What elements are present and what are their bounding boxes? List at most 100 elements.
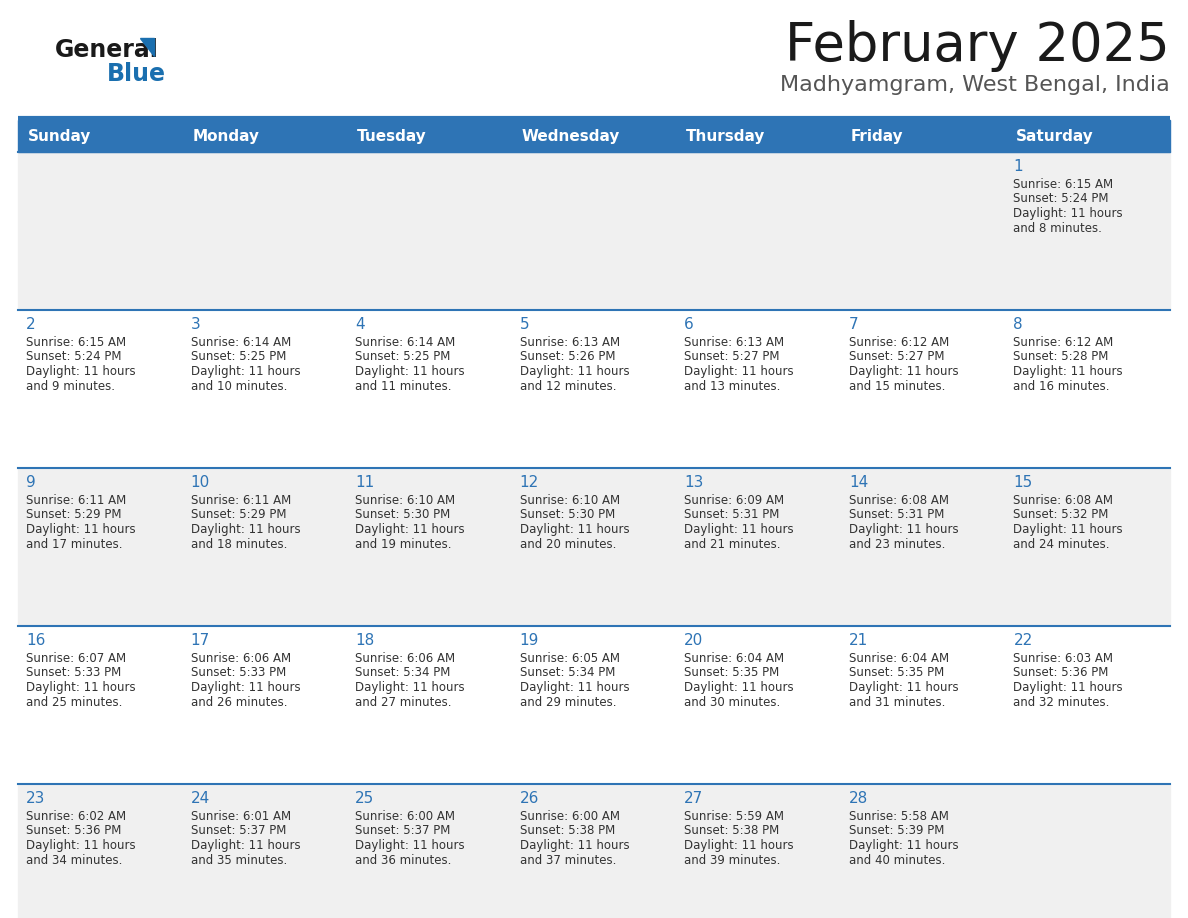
Text: Daylight: 11 hours: Daylight: 11 hours (519, 681, 630, 694)
Text: Daylight: 11 hours: Daylight: 11 hours (519, 365, 630, 378)
Text: and 17 minutes.: and 17 minutes. (26, 538, 122, 551)
Text: Sunset: 5:31 PM: Sunset: 5:31 PM (849, 509, 944, 521)
Bar (18, 310, 1170, 468)
Text: Sunset: 5:30 PM: Sunset: 5:30 PM (355, 509, 450, 521)
Text: Daylight: 11 hours: Daylight: 11 hours (26, 523, 135, 536)
Text: Daylight: 11 hours: Daylight: 11 hours (684, 839, 794, 852)
Text: Sunset: 5:32 PM: Sunset: 5:32 PM (1013, 509, 1108, 521)
Text: Daylight: 11 hours: Daylight: 11 hours (519, 523, 630, 536)
Text: Sunrise: 6:14 AM: Sunrise: 6:14 AM (190, 336, 291, 349)
Text: 1: 1 (1013, 159, 1023, 174)
Bar (18, 784, 1170, 918)
Text: Sunrise: 6:03 AM: Sunrise: 6:03 AM (1013, 652, 1113, 665)
Text: 12: 12 (519, 475, 539, 490)
Text: 3: 3 (190, 317, 201, 332)
Text: Daylight: 11 hours: Daylight: 11 hours (684, 365, 794, 378)
Text: Daylight: 11 hours: Daylight: 11 hours (26, 839, 135, 852)
Text: 6: 6 (684, 317, 694, 332)
Text: and 13 minutes.: and 13 minutes. (684, 379, 781, 393)
Text: Daylight: 11 hours: Daylight: 11 hours (355, 681, 465, 694)
Text: and 26 minutes.: and 26 minutes. (190, 696, 287, 709)
Text: and 23 minutes.: and 23 minutes. (849, 538, 946, 551)
Text: Daylight: 11 hours: Daylight: 11 hours (1013, 523, 1123, 536)
Text: Sunrise: 6:06 AM: Sunrise: 6:06 AM (355, 652, 455, 665)
Text: Sunrise: 6:15 AM: Sunrise: 6:15 AM (26, 336, 126, 349)
Text: Sunset: 5:37 PM: Sunset: 5:37 PM (190, 824, 286, 837)
Text: Sunset: 5:33 PM: Sunset: 5:33 PM (190, 666, 286, 679)
Text: Sunset: 5:35 PM: Sunset: 5:35 PM (849, 666, 944, 679)
Bar (18, 468, 1170, 626)
Text: Sunday: Sunday (29, 129, 91, 143)
Bar (18, 626, 1170, 784)
Text: and 8 minutes.: and 8 minutes. (1013, 221, 1102, 234)
Text: Sunset: 5:24 PM: Sunset: 5:24 PM (26, 351, 121, 364)
Text: Sunrise: 6:12 AM: Sunrise: 6:12 AM (1013, 336, 1113, 349)
Text: Sunrise: 6:08 AM: Sunrise: 6:08 AM (1013, 494, 1113, 507)
Text: Daylight: 11 hours: Daylight: 11 hours (684, 523, 794, 536)
Text: Madhyamgram, West Bengal, India: Madhyamgram, West Bengal, India (781, 75, 1170, 95)
Text: Sunrise: 5:59 AM: Sunrise: 5:59 AM (684, 810, 784, 823)
Text: 22: 22 (1013, 633, 1032, 648)
Text: and 30 minutes.: and 30 minutes. (684, 696, 781, 709)
Bar (18, 152, 1170, 310)
Text: Thursday: Thursday (687, 129, 765, 143)
Text: Sunrise: 6:01 AM: Sunrise: 6:01 AM (190, 810, 291, 823)
Text: Sunrise: 6:12 AM: Sunrise: 6:12 AM (849, 336, 949, 349)
Text: Daylight: 11 hours: Daylight: 11 hours (355, 839, 465, 852)
Text: General: General (55, 38, 159, 62)
Text: and 40 minutes.: and 40 minutes. (849, 854, 946, 867)
Text: Sunset: 5:36 PM: Sunset: 5:36 PM (26, 824, 121, 837)
Text: Sunset: 5:33 PM: Sunset: 5:33 PM (26, 666, 121, 679)
Text: 5: 5 (519, 317, 530, 332)
Text: 14: 14 (849, 475, 868, 490)
Text: 18: 18 (355, 633, 374, 648)
Text: and 15 minutes.: and 15 minutes. (849, 379, 946, 393)
Text: Sunset: 5:27 PM: Sunset: 5:27 PM (849, 351, 944, 364)
Text: 20: 20 (684, 633, 703, 648)
Text: Sunset: 5:35 PM: Sunset: 5:35 PM (684, 666, 779, 679)
Text: Daylight: 11 hours: Daylight: 11 hours (519, 839, 630, 852)
Text: 7: 7 (849, 317, 859, 332)
Text: Sunrise: 6:11 AM: Sunrise: 6:11 AM (190, 494, 291, 507)
Text: Daylight: 11 hours: Daylight: 11 hours (1013, 681, 1123, 694)
Text: Sunrise: 6:08 AM: Sunrise: 6:08 AM (849, 494, 949, 507)
Text: 15: 15 (1013, 475, 1032, 490)
Text: and 19 minutes.: and 19 minutes. (355, 538, 451, 551)
Text: 23: 23 (26, 791, 45, 806)
Text: Sunrise: 6:14 AM: Sunrise: 6:14 AM (355, 336, 455, 349)
Text: and 25 minutes.: and 25 minutes. (26, 696, 122, 709)
Text: Sunrise: 6:11 AM: Sunrise: 6:11 AM (26, 494, 126, 507)
Text: Sunset: 5:34 PM: Sunset: 5:34 PM (519, 666, 615, 679)
Text: and 18 minutes.: and 18 minutes. (190, 538, 287, 551)
Text: 2: 2 (26, 317, 36, 332)
Text: Wednesday: Wednesday (522, 129, 620, 143)
Text: Daylight: 11 hours: Daylight: 11 hours (26, 681, 135, 694)
Text: Daylight: 11 hours: Daylight: 11 hours (849, 523, 959, 536)
Text: and 35 minutes.: and 35 minutes. (190, 854, 286, 867)
Text: Daylight: 11 hours: Daylight: 11 hours (355, 523, 465, 536)
Text: 16: 16 (26, 633, 45, 648)
Text: Daylight: 11 hours: Daylight: 11 hours (849, 681, 959, 694)
Text: and 27 minutes.: and 27 minutes. (355, 696, 451, 709)
Text: Sunset: 5:39 PM: Sunset: 5:39 PM (849, 824, 944, 837)
Text: and 9 minutes.: and 9 minutes. (26, 379, 115, 393)
Bar (18, 120, 1170, 152)
Text: February 2025: February 2025 (785, 20, 1170, 72)
Text: Tuesday: Tuesday (358, 129, 426, 143)
Text: Sunset: 5:36 PM: Sunset: 5:36 PM (1013, 666, 1108, 679)
Text: Sunset: 5:37 PM: Sunset: 5:37 PM (355, 824, 450, 837)
Text: Sunset: 5:31 PM: Sunset: 5:31 PM (684, 509, 779, 521)
Text: and 16 minutes.: and 16 minutes. (1013, 379, 1110, 393)
Text: Sunrise: 6:00 AM: Sunrise: 6:00 AM (355, 810, 455, 823)
Text: Sunrise: 6:00 AM: Sunrise: 6:00 AM (519, 810, 620, 823)
Text: 11: 11 (355, 475, 374, 490)
Text: Daylight: 11 hours: Daylight: 11 hours (849, 839, 959, 852)
Text: and 24 minutes.: and 24 minutes. (1013, 538, 1110, 551)
Text: Friday: Friday (851, 129, 904, 143)
Text: Sunrise: 6:13 AM: Sunrise: 6:13 AM (684, 336, 784, 349)
Text: Sunset: 5:38 PM: Sunset: 5:38 PM (519, 824, 615, 837)
Text: Sunrise: 6:04 AM: Sunrise: 6:04 AM (849, 652, 949, 665)
Text: Sunset: 5:29 PM: Sunset: 5:29 PM (26, 509, 121, 521)
Text: and 31 minutes.: and 31 minutes. (849, 696, 946, 709)
Text: Sunrise: 6:07 AM: Sunrise: 6:07 AM (26, 652, 126, 665)
